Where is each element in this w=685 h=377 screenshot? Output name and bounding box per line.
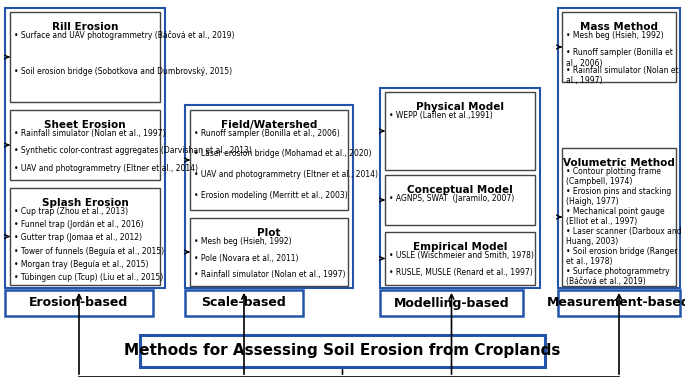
Text: • Surface and UAV photogrammetry (Báčová et al., 2019): • Surface and UAV photogrammetry (Báčová…: [14, 31, 234, 40]
Text: • UAV and photogrammetry (Eltner et al., 2014): • UAV and photogrammetry (Eltner et al.,…: [14, 164, 198, 173]
Bar: [558, 8, 680, 288]
Text: • Soil erosion bridge (Sobotkova and Dumbrovský, 2015): • Soil erosion bridge (Sobotkova and Dum…: [14, 67, 232, 76]
Bar: [185, 105, 353, 288]
Bar: [385, 232, 535, 285]
Text: • Soil erosion bridge (Ranger et al., 1978): • Soil erosion bridge (Ranger et al., 19…: [566, 247, 677, 267]
Text: Mass Method: Mass Method: [580, 22, 658, 32]
Text: Measurement-based: Measurement-based: [547, 296, 685, 310]
Text: • Surface photogrammetry (Báčová et al., 2019): • Surface photogrammetry (Báčová et al.,…: [566, 267, 670, 287]
Text: Field/Watershed: Field/Watershed: [221, 120, 317, 130]
Bar: [140, 335, 545, 367]
Bar: [10, 188, 160, 285]
Text: • Rainfall simulator (Nolan et al., 1997): • Rainfall simulator (Nolan et al., 1997…: [566, 66, 679, 85]
Bar: [5, 8, 165, 288]
Text: • Runoff sampler (Bonilla et al., 2006): • Runoff sampler (Bonilla et al., 2006): [194, 129, 340, 138]
Bar: [380, 88, 540, 288]
Text: • Rainfall simulator (Nolan et al., 1997): • Rainfall simulator (Nolan et al., 1997…: [14, 129, 166, 138]
Text: • Laser erosion bridge (Mohamad et al., 2020): • Laser erosion bridge (Mohamad et al., …: [194, 150, 371, 158]
Text: • Morgan tray (Beguía et al., 2015): • Morgan tray (Beguía et al., 2015): [14, 260, 149, 269]
Bar: [5, 290, 153, 316]
Text: • WEPP (Laflen et al.,1991): • WEPP (Laflen et al.,1991): [389, 111, 493, 120]
Text: Methods for Assessing Soil Erosion from Croplands: Methods for Assessing Soil Erosion from …: [124, 343, 561, 359]
Bar: [10, 12, 160, 102]
Bar: [190, 110, 348, 210]
Text: Erosion-based: Erosion-based: [29, 296, 129, 310]
Text: Modelling-based: Modelling-based: [394, 296, 510, 310]
Bar: [10, 110, 160, 180]
Bar: [190, 218, 348, 286]
Text: • Pole (Novara et al., 2011): • Pole (Novara et al., 2011): [194, 254, 299, 263]
Bar: [562, 148, 676, 286]
Text: • Erosion modeling (Merritt et al., 2003): • Erosion modeling (Merritt et al., 2003…: [194, 190, 348, 199]
Bar: [380, 290, 523, 316]
Text: • Mechanical point gauge (Elliot et al., 1997): • Mechanical point gauge (Elliot et al.,…: [566, 207, 664, 227]
Text: Scale-based: Scale-based: [201, 296, 286, 310]
Text: • Funnel trap (Jordán et al., 2016): • Funnel trap (Jordán et al., 2016): [14, 220, 143, 229]
Text: Rill Erosion: Rill Erosion: [52, 22, 119, 32]
Text: • Runoff sampler (Bonilla et al., 2006): • Runoff sampler (Bonilla et al., 2006): [566, 48, 673, 68]
Bar: [385, 92, 535, 170]
Text: Volumetric Method: Volumetric Method: [563, 158, 675, 168]
Text: Plot: Plot: [258, 228, 281, 238]
Bar: [385, 175, 535, 225]
Text: Physical Model: Physical Model: [416, 102, 504, 112]
Text: • AGNPS, SWAT  (Jaramilo, 2007): • AGNPS, SWAT (Jaramilo, 2007): [389, 194, 514, 203]
Text: • UAV and photogrammetry (Eltner et al., 2014): • UAV and photogrammetry (Eltner et al.,…: [194, 170, 378, 179]
Bar: [185, 290, 303, 316]
Text: Sheet Erosion: Sheet Erosion: [45, 120, 126, 130]
Text: • Laser scanner (Darboux and Huang, 2003): • Laser scanner (Darboux and Huang, 2003…: [566, 227, 682, 247]
Bar: [562, 12, 676, 82]
Text: • USLE (Wischmeier and Smith, 1978): • USLE (Wischmeier and Smith, 1978): [389, 251, 534, 260]
Text: Splash Erosion: Splash Erosion: [42, 198, 128, 208]
Text: • Erosion pins and stacking (Haigh, 1977): • Erosion pins and stacking (Haigh, 1977…: [566, 187, 671, 206]
Bar: [558, 290, 680, 316]
Text: • RUSLE, MUSLE (Renard et al., 1997): • RUSLE, MUSLE (Renard et al., 1997): [389, 268, 533, 277]
Text: • Rainfall simulator (Nolan et al., 1997): • Rainfall simulator (Nolan et al., 1997…: [194, 270, 345, 279]
Text: • Tübingen cup (Tcup) (Liu et al., 2015): • Tübingen cup (Tcup) (Liu et al., 2015): [14, 273, 163, 282]
Text: • Cup trap (Zhou et al., 2013): • Cup trap (Zhou et al., 2013): [14, 207, 128, 216]
Text: Conceptual Model: Conceptual Model: [407, 185, 513, 195]
Text: • Mesh beg (Hsieh, 1992): • Mesh beg (Hsieh, 1992): [194, 237, 292, 246]
Text: • Contour plotting frame (Campbell, 1974): • Contour plotting frame (Campbell, 1974…: [566, 167, 661, 186]
Text: • Synthetic color-contrast aggregates (Darvishan et al., 2013): • Synthetic color-contrast aggregates (D…: [14, 146, 252, 155]
Text: • Gutter trap (Jomaa et al., 2012): • Gutter trap (Jomaa et al., 2012): [14, 233, 142, 242]
Text: • Tower of funnels (Beguía et al., 2015): • Tower of funnels (Beguía et al., 2015): [14, 247, 164, 256]
Text: Empirical Model: Empirical Model: [413, 242, 507, 252]
Text: • Mesh beg (Hsieh, 1992): • Mesh beg (Hsieh, 1992): [566, 31, 664, 40]
